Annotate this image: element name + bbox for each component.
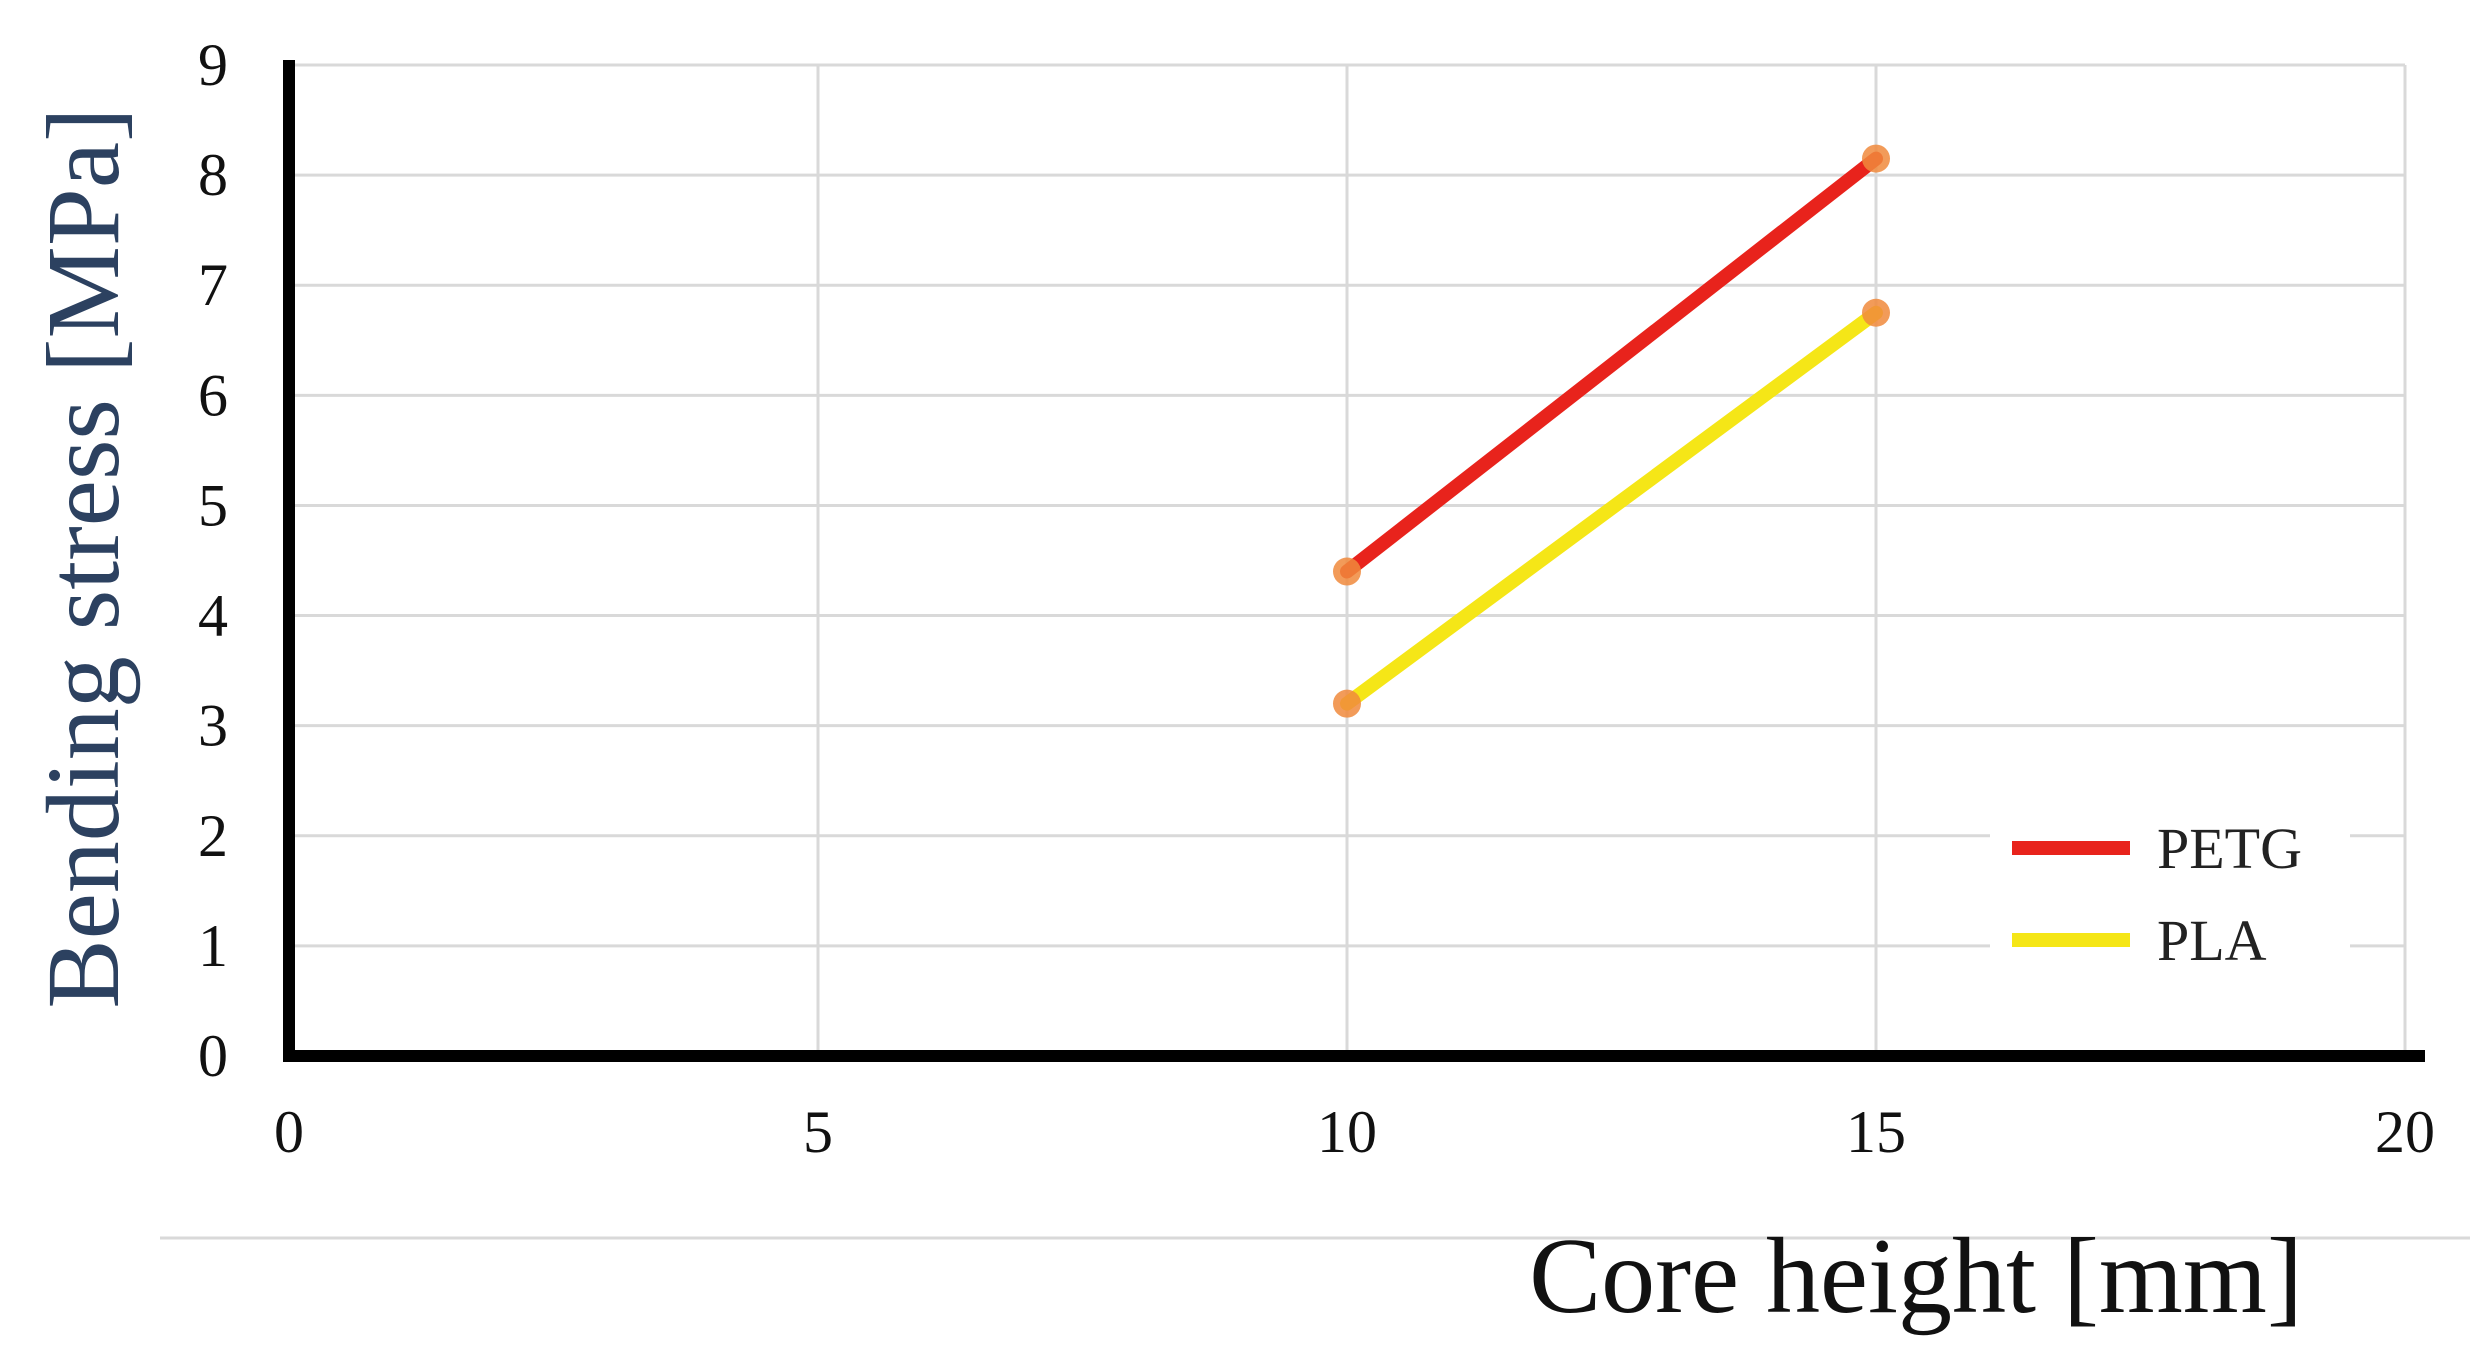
y-tick-label: 6 bbox=[198, 362, 228, 428]
grid-lines bbox=[289, 63, 2407, 1056]
x-tick-label: 15 bbox=[1846, 1099, 1906, 1165]
legend-label: PLA bbox=[2157, 908, 2267, 973]
legend-label: PETG bbox=[2157, 816, 2302, 881]
series-line-petg bbox=[1340, 151, 1883, 579]
y-tick-label: 5 bbox=[198, 472, 228, 538]
legend-box bbox=[1990, 795, 2350, 985]
x-tick-label: 5 bbox=[803, 1099, 833, 1165]
y-tick-labels: 0 1 2 3 4 5 6 7 8 9 bbox=[198, 32, 228, 1089]
y-axis-title: Bending stress [MPa] bbox=[26, 107, 141, 1008]
y-tick-label: 8 bbox=[198, 142, 228, 208]
y-tick-label: 3 bbox=[198, 693, 228, 759]
y-tick-label: 9 bbox=[198, 32, 228, 98]
x-tick-label: 0 bbox=[274, 1099, 304, 1165]
x-axis-title: Core height [mm] bbox=[1529, 1217, 2303, 1336]
y-tick-label: 0 bbox=[198, 1023, 228, 1089]
data-point-pla bbox=[1333, 689, 1361, 718]
x-tick-label: 20 bbox=[2375, 1099, 2435, 1165]
data-point-pla bbox=[1862, 298, 1890, 327]
axes bbox=[160, 60, 2470, 1240]
y-tick-label: 7 bbox=[198, 252, 228, 318]
y-tick-label: 4 bbox=[198, 583, 228, 649]
data-point-petg bbox=[1862, 144, 1890, 173]
data-point-petg bbox=[1333, 557, 1361, 586]
y-tick-label: 2 bbox=[198, 803, 228, 869]
x-tick-label: 10 bbox=[1317, 1099, 1377, 1165]
series bbox=[1333, 144, 1890, 718]
legend: PETG PLA bbox=[1990, 795, 2350, 985]
series-line-pla bbox=[1340, 305, 1883, 711]
y-tick-label: 1 bbox=[198, 913, 228, 979]
x-tick-labels: 0 5 10 15 20 bbox=[274, 1099, 2435, 1165]
